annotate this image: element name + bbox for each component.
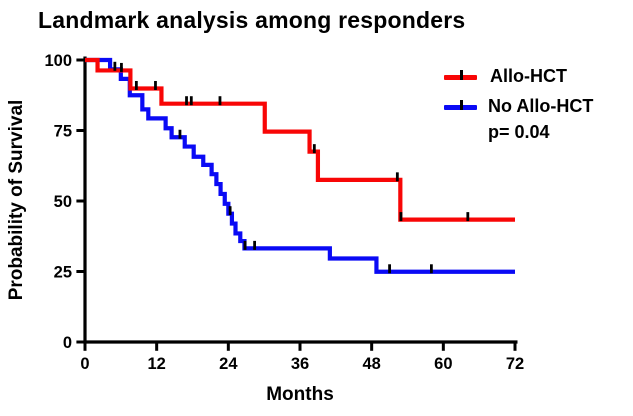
p-value-annotation: p= 0.04 [488, 122, 550, 142]
x-tick-label: 60 [434, 355, 452, 373]
y-tick-label: 0 [63, 334, 72, 352]
survival-curve-no-allo-hct [85, 57, 515, 274]
x-tick-label: 12 [147, 355, 165, 373]
x-axis-label: Months [266, 384, 334, 405]
legend-censor-tick-no-allo-hct [460, 100, 463, 110]
legend-label-allo-hct: Allo-HCT [490, 66, 567, 86]
x-tick-label: 0 [80, 355, 89, 373]
x-tick-label: 24 [219, 355, 238, 373]
legend-censor-tick-allo-hct [460, 70, 463, 80]
survival-curve-allo-hct [85, 57, 515, 222]
chart-title: Landmark analysis among responders [38, 7, 466, 33]
x-tick-label: 36 [291, 355, 309, 373]
x-tick-label: 72 [506, 355, 524, 373]
y-tick-label: 50 [54, 193, 72, 211]
x-tick-label: 48 [362, 355, 380, 373]
legend-label-no-allo-hct: No Allo-HCT [488, 96, 594, 116]
y-tick-label: 75 [54, 123, 72, 141]
y-tick-label: 25 [54, 264, 72, 282]
y-tick-label: 100 [44, 52, 72, 70]
